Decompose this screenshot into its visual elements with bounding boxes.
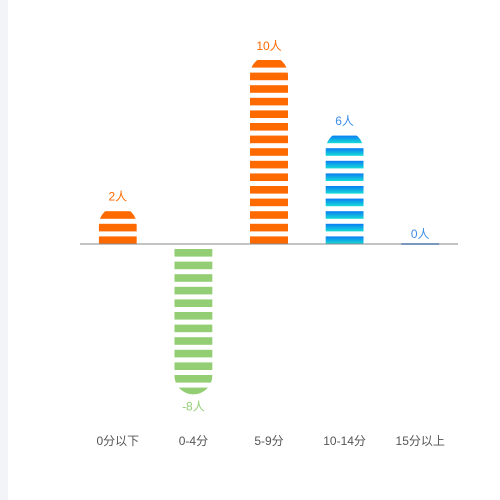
bar-1 xyxy=(98,211,137,244)
data-label-5: 0人 xyxy=(411,227,430,241)
chart-card: 2人 -8人 10人 6人 0人 0分以下 0-4分 5-9分 10-14分 15分以上 xyxy=(8,0,500,500)
bar-2 xyxy=(174,249,213,395)
x-tick-label-1: 0分以下 xyxy=(96,434,139,448)
data-label-1: 2人 xyxy=(108,189,127,203)
bar-chart: 2人 -8人 10人 6人 0人 0分以下 0-4分 5-9分 10-14分 15分以上 xyxy=(80,39,458,448)
x-tick-label-4: 10-14分 xyxy=(323,434,366,448)
data-label-3: 10人 xyxy=(256,39,281,53)
bar-3 xyxy=(250,60,288,244)
x-tick-label-3: 5-9分 xyxy=(254,434,283,448)
x-tick-label-2: 0-4分 xyxy=(179,434,208,448)
data-label-2: -8人 xyxy=(182,399,205,413)
bar-4 xyxy=(325,135,364,244)
x-tick-label-5: 15分以上 xyxy=(396,434,445,448)
data-label-4: 6人 xyxy=(335,114,354,128)
